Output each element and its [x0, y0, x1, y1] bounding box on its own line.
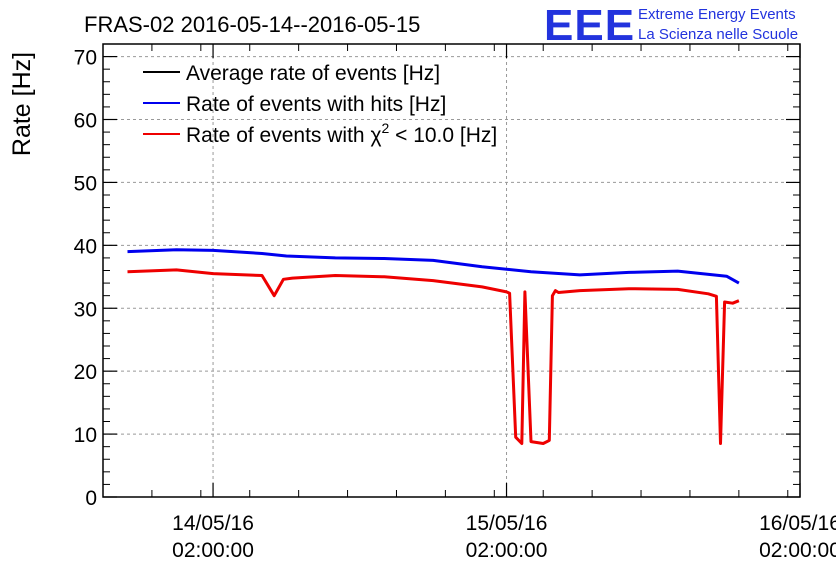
series-layer: [127, 248, 740, 445]
logo-line-1: Extreme Energy Events: [638, 6, 796, 23]
x-tick-label-date: 16/05/16: [759, 512, 836, 535]
y-tick-label: 60: [74, 110, 97, 133]
axes: [102, 43, 801, 498]
grid: [103, 44, 800, 497]
x-tick-label-time: 02:00:00: [466, 539, 548, 562]
x-tick-label-time: 02:00:00: [759, 539, 836, 562]
x-tick-label-date: 14/05/16: [172, 512, 254, 535]
y-axis-label: Rate [Hz]: [8, 52, 36, 156]
eee-logo-icon: EEE: [544, 1, 635, 50]
y-tick-label: 0: [85, 487, 97, 510]
series-line-1: [127, 248, 740, 285]
y-tick-label: 10: [74, 424, 97, 447]
legend: Average rate of events [Hz] Rate of even…: [143, 62, 497, 147]
legend-label-average: Average rate of events [Hz]: [186, 62, 440, 85]
y-tick-label: 40: [74, 235, 97, 258]
legend-label-hits: Rate of events with hits [Hz]: [186, 93, 446, 116]
logo-line-2: La Scienza nelle Scuole: [638, 26, 798, 43]
y-tick-label: 50: [74, 172, 97, 195]
y-tick-label: 30: [74, 298, 97, 321]
series-line-2: [127, 268, 740, 445]
tick-labels: 0 10 20 30 40 50 60 70 14/05/16 02:00:00 15/05/16 0…: [74, 47, 836, 562]
x-tick-label-time: 02:00:00: [172, 539, 254, 562]
x-tick-label-date: 15/05/16: [466, 512, 548, 535]
chart-title: FRAS-02 2016-05-14--2016-05-15: [84, 12, 420, 37]
legend-label-chi2: Rate of events with χ2 < 10.0 [Hz]: [186, 120, 497, 147]
y-tick-label: 20: [74, 361, 97, 384]
plot-frame: [102, 43, 801, 498]
y-tick-label: 70: [74, 47, 97, 70]
